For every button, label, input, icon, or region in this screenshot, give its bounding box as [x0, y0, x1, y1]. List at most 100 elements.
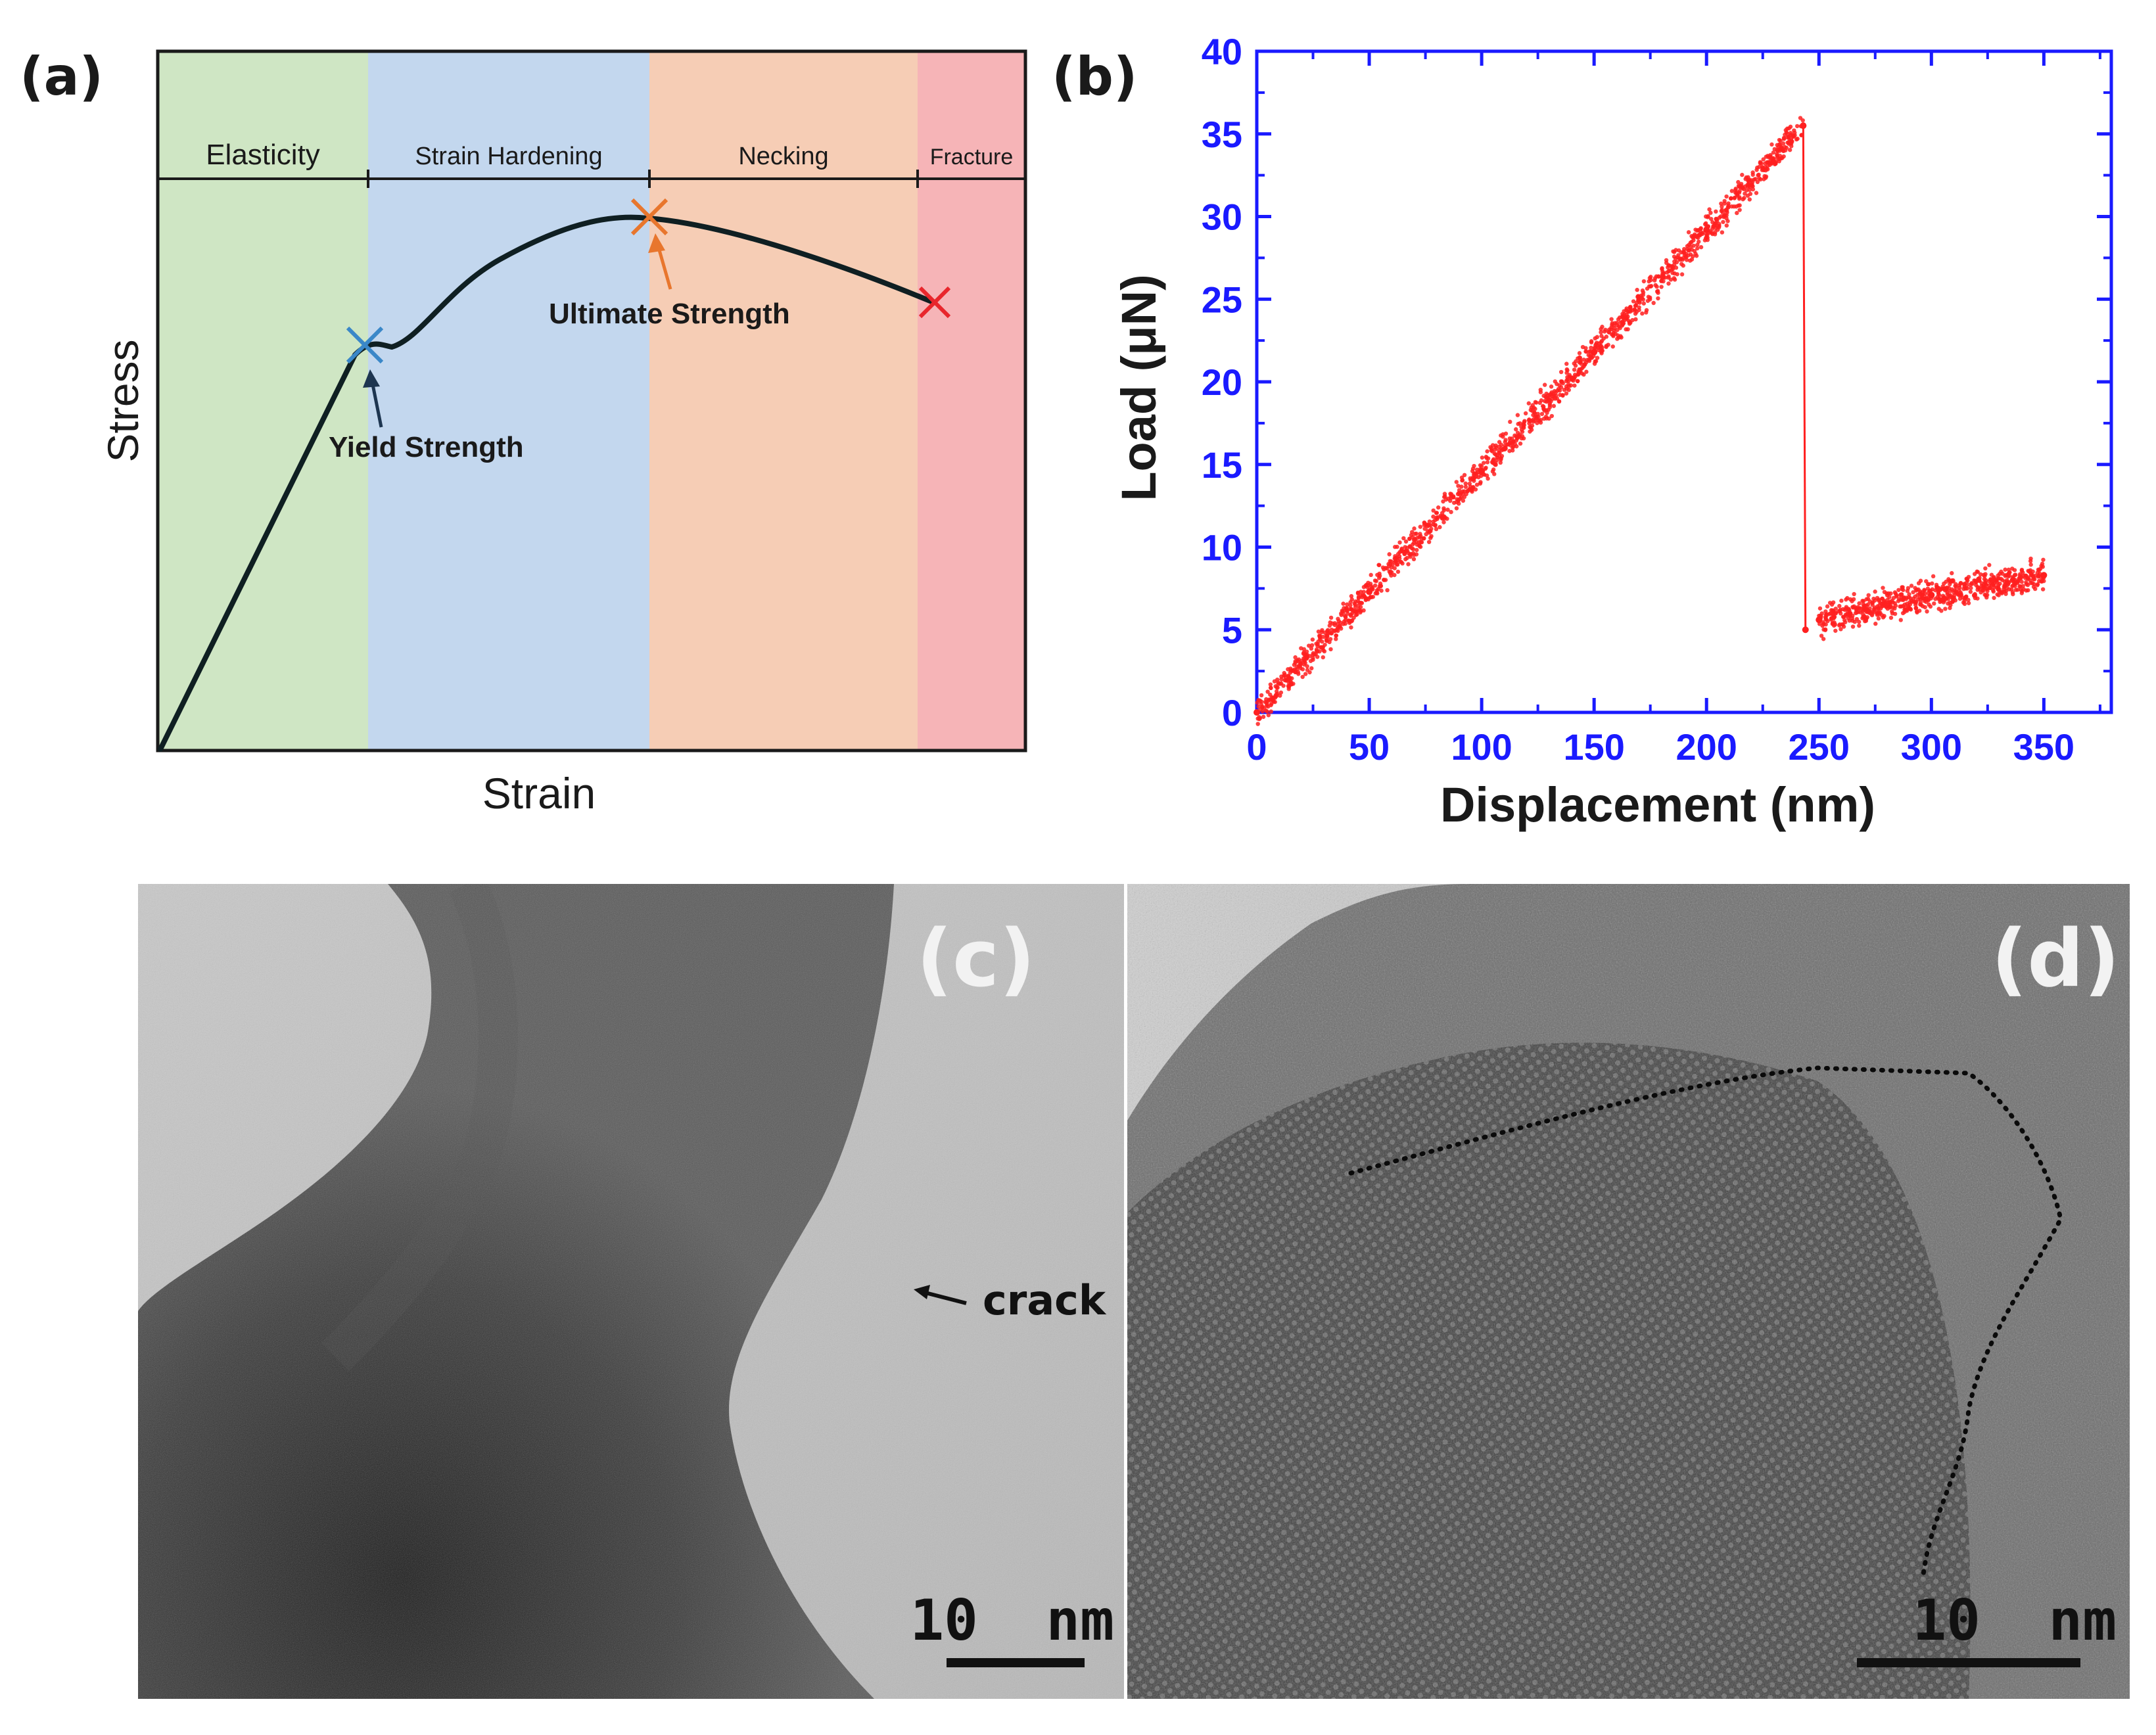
scatter-point — [1771, 156, 1776, 161]
scatter-point — [1364, 582, 1369, 587]
scatter-point — [1553, 390, 1558, 395]
scatter-point — [1433, 523, 1438, 528]
scatter-point — [1695, 246, 1700, 251]
scatter-point — [1329, 631, 1334, 636]
scatter-point — [2007, 570, 2012, 575]
scatter-point — [1490, 443, 1495, 448]
scatter-point — [1531, 413, 1535, 417]
x-tick-label: 250 — [1789, 726, 1850, 768]
scatter-point — [1372, 583, 1378, 588]
scatter-point — [1977, 576, 1982, 580]
scatter-point — [2026, 588, 2030, 593]
scatter-point — [1268, 692, 1273, 697]
scatter-point — [1906, 604, 1911, 609]
scatter-point — [1683, 251, 1689, 256]
scatter-point — [1854, 607, 1859, 613]
scatter-point — [1688, 241, 1693, 245]
scatter-point — [1992, 595, 1996, 600]
panel-a: (a) Elasticity Strain Hardening Necking Fra… — [0, 0, 1052, 841]
scatter-point — [1303, 655, 1307, 660]
scatter-point — [1265, 689, 1270, 694]
scatter-point — [1421, 536, 1426, 541]
scatter-point — [1857, 601, 1862, 606]
scatter-point — [1434, 511, 1440, 515]
scatter-point — [1902, 602, 1907, 607]
scatter-point — [1747, 197, 1752, 202]
scatter-point — [1535, 411, 1540, 416]
yield-arrowhead — [363, 369, 380, 388]
scatter-point — [1412, 540, 1417, 545]
panel-a-label: (a) — [20, 46, 104, 107]
scatter-point — [1334, 628, 1339, 632]
scatter-point — [1837, 609, 1841, 614]
scatter-point — [1888, 605, 1892, 610]
scatter-point — [1927, 582, 1931, 587]
scatter-point — [1457, 490, 1461, 496]
scatter-point — [1980, 585, 1985, 590]
scatter-point — [1713, 230, 1718, 235]
scatter-point — [1327, 623, 1332, 628]
scatter-point — [1352, 601, 1357, 606]
scatter-point — [1564, 361, 1569, 366]
scatter-point — [1517, 432, 1522, 437]
scatter-point — [1411, 547, 1416, 551]
scatter-point — [1735, 210, 1739, 216]
scatter-point — [1771, 150, 1776, 155]
scatter-point — [1338, 620, 1343, 625]
scatter-point — [1946, 601, 1950, 606]
scatter-point — [1300, 667, 1305, 672]
x-tick-label: 100 — [1451, 726, 1512, 768]
scatter-point — [1764, 154, 1769, 159]
scatter-point — [1571, 379, 1576, 383]
scatter-point — [1474, 482, 1480, 487]
scatter-point — [1422, 520, 1427, 525]
scatter-point — [1606, 329, 1611, 335]
scatter-point — [1769, 142, 1774, 147]
scatter-point — [1763, 161, 1768, 166]
scatter-point — [1474, 467, 1480, 472]
scatter-point — [1268, 685, 1273, 690]
scatter-point — [1576, 372, 1581, 377]
region-label-necking: Necking — [738, 143, 828, 170]
scatter-point — [1392, 572, 1397, 578]
scatter-point — [1636, 294, 1641, 299]
scatter-point — [1368, 595, 1372, 600]
scatter-point — [1946, 597, 1951, 601]
scatter-point — [1869, 612, 1874, 616]
scatter-point — [1429, 534, 1434, 539]
scatter-point — [1932, 601, 1936, 606]
scatter-point — [1954, 582, 1958, 587]
scatter-point — [1983, 578, 1988, 583]
scatter-point — [1600, 348, 1605, 353]
scatter-point — [1479, 464, 1484, 469]
scatter-point — [1699, 244, 1704, 250]
scatter-point — [1871, 596, 1876, 601]
scatter-point — [1729, 204, 1734, 209]
scatter-point — [1379, 588, 1384, 593]
scatter-point — [1514, 427, 1518, 432]
scatter-point — [1733, 188, 1738, 193]
scatter-point — [1417, 543, 1422, 547]
scatter-point — [1652, 278, 1657, 283]
scatter-point — [1899, 592, 1904, 597]
scatter-point — [1881, 586, 1885, 590]
scatter-point — [1602, 329, 1607, 334]
scatter-point — [1336, 616, 1340, 621]
x-axis-label: Displacement (nm) — [1440, 777, 1875, 832]
scatter-point — [1931, 574, 1936, 579]
scatter-point — [1854, 616, 1860, 622]
scatter-point — [1930, 581, 1934, 586]
scatter-point — [1394, 562, 1399, 567]
scatter-point — [1913, 594, 1917, 599]
scatter-point — [1318, 637, 1323, 641]
scatter-point — [1560, 393, 1565, 398]
scatter-point — [1823, 628, 1828, 632]
scatter-point — [2028, 581, 2033, 586]
scatter-point — [1987, 563, 1992, 567]
scatter-point — [1544, 395, 1549, 400]
scatter-point — [2009, 577, 2015, 582]
scatter-point — [1631, 299, 1636, 304]
scatter-point — [1268, 682, 1273, 687]
scatter-point — [1514, 444, 1519, 449]
scatter-point — [1747, 185, 1752, 189]
